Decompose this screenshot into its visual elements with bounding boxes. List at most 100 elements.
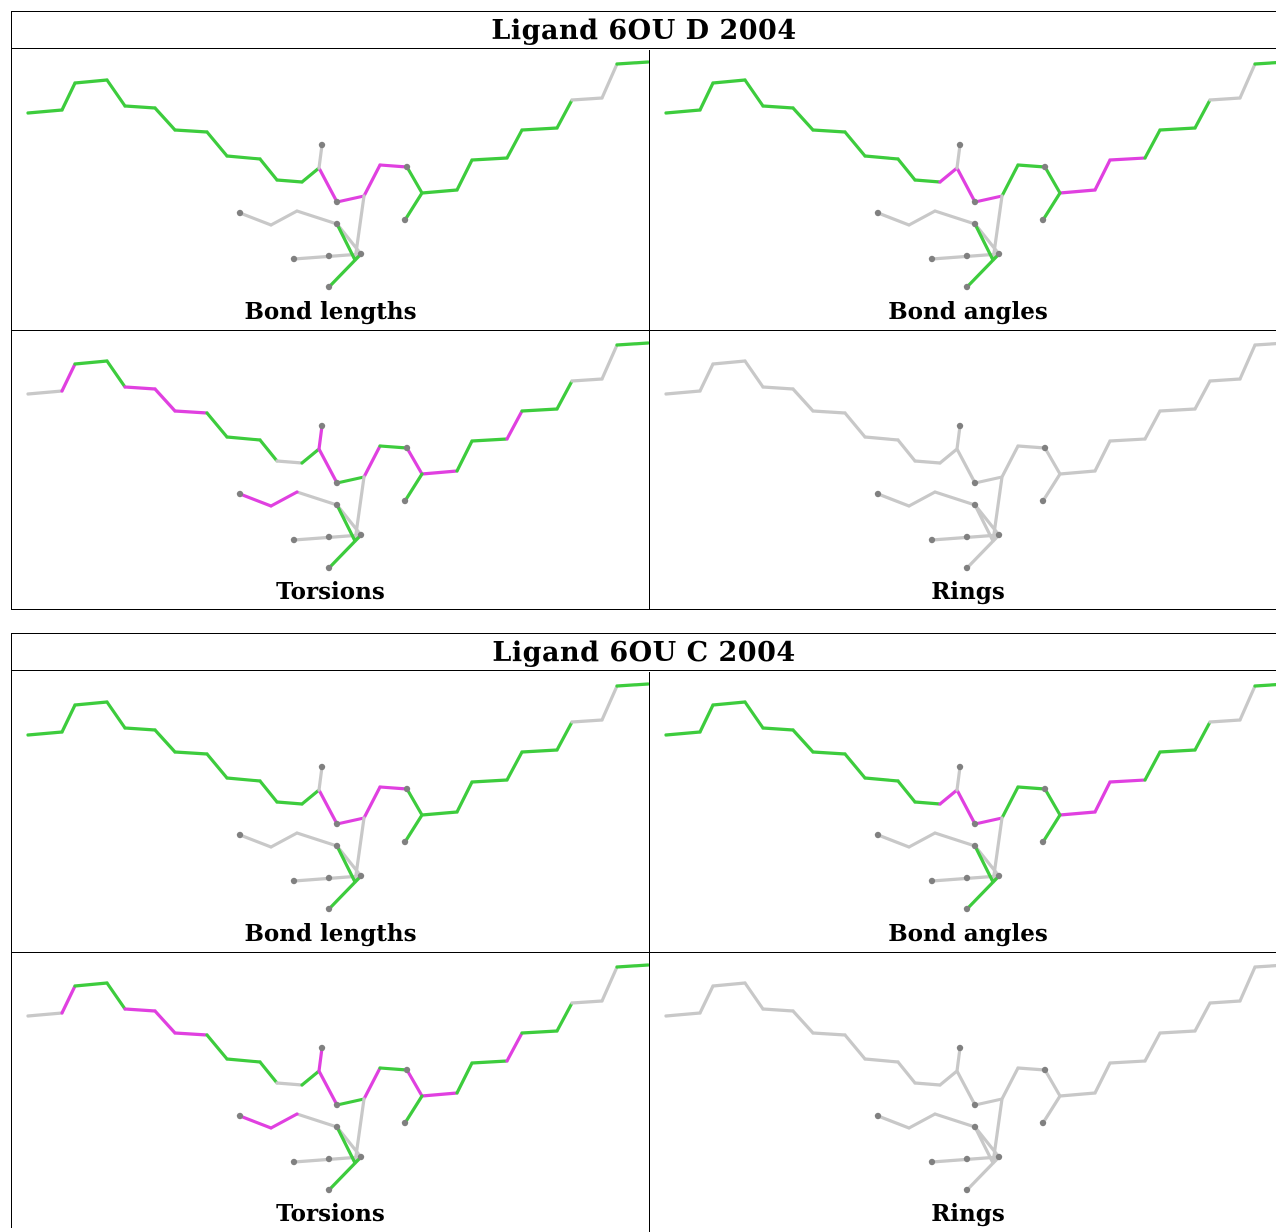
bond-line — [600, 684, 619, 722]
bond-line — [791, 387, 815, 413]
bond-line — [1193, 379, 1212, 411]
bond-line — [26, 730, 64, 737]
bond-line — [420, 469, 459, 476]
bond-line — [1238, 965, 1257, 1003]
bond-line — [761, 104, 795, 110]
panel-caption: Rings — [931, 1200, 1005, 1227]
bond-line — [362, 785, 382, 820]
bond-line — [1041, 191, 1062, 222]
bond-line — [955, 424, 962, 451]
bond-line — [896, 779, 917, 804]
atom-dot — [401, 838, 409, 846]
panel-caption: Bond angles — [888, 920, 1048, 947]
atom-dot — [403, 1066, 411, 1074]
bond-line — [863, 154, 900, 161]
bond-line — [955, 765, 962, 792]
molecule-diagram — [26, 341, 649, 572]
bond-line — [615, 682, 649, 688]
bond-line — [520, 126, 559, 132]
bond-line — [300, 788, 321, 806]
bond-line — [405, 787, 424, 817]
atom-dot — [971, 1123, 979, 1131]
molecule-diagram — [664, 342, 1276, 572]
atom-dot — [928, 1158, 936, 1166]
atom-dot — [928, 536, 936, 544]
bond-line — [973, 503, 995, 543]
molecule-diagram — [664, 964, 1276, 1194]
atom-dot — [318, 1044, 326, 1052]
atom-dot — [333, 820, 341, 828]
bond-line — [258, 438, 279, 463]
bond-line — [896, 438, 917, 463]
bond-line — [455, 439, 474, 473]
bond-line — [403, 472, 424, 503]
block-title: Ligand 6OU C 2004 — [12, 634, 1276, 671]
bond-line — [362, 1066, 382, 1101]
panel-bond-lengths: Bond lengths — [12, 50, 649, 330]
bond-line — [711, 981, 747, 988]
bond-line — [1016, 163, 1047, 169]
atom-dot — [928, 255, 936, 263]
atom-dot — [874, 1112, 882, 1120]
bond-line — [664, 730, 702, 737]
bond-line — [933, 831, 977, 848]
bond-line — [205, 1033, 229, 1061]
bond-line — [1208, 96, 1242, 102]
atom-dot — [290, 536, 298, 544]
bond-line — [973, 816, 1004, 826]
bond-line — [1000, 785, 1020, 820]
panel-caption: Bond lengths — [244, 298, 417, 325]
bond-line — [60, 703, 77, 734]
bond-line — [600, 343, 619, 381]
bond-line — [317, 788, 339, 826]
bond-line — [811, 1031, 847, 1037]
bond-line — [1193, 98, 1212, 130]
atom-dot — [971, 198, 979, 206]
bond-line — [913, 1081, 942, 1087]
atom-dot — [963, 283, 971, 291]
bond-line — [317, 447, 339, 485]
molecule-diagram — [26, 60, 649, 291]
bond-line — [269, 831, 299, 849]
bond-line — [238, 833, 273, 849]
bond-line — [73, 700, 109, 707]
bond-line — [1253, 964, 1276, 969]
atom-dot — [995, 250, 1003, 258]
bond-line — [405, 1068, 424, 1098]
bond-line — [711, 78, 747, 85]
bond-line — [455, 158, 474, 192]
bond-line — [269, 1112, 299, 1130]
bond-line — [26, 389, 64, 396]
bond-line — [973, 475, 1004, 485]
bond-line — [73, 359, 109, 366]
atom-dot — [971, 479, 979, 487]
bond-line — [225, 154, 262, 161]
bond-line — [1041, 1094, 1062, 1125]
bond-line — [335, 1125, 357, 1165]
bond-line — [907, 1112, 937, 1130]
bond-line — [955, 143, 962, 170]
atom-dot — [325, 283, 333, 291]
bond-line — [664, 389, 702, 396]
bond-line — [615, 963, 649, 969]
atom-dot — [357, 1153, 365, 1161]
bond-line — [317, 765, 324, 792]
atom-dot — [963, 1155, 971, 1163]
atom-dot — [325, 1155, 333, 1163]
bond-line — [933, 209, 977, 226]
atom-dot — [971, 820, 979, 828]
atom-dot — [357, 250, 365, 258]
bond-line — [300, 166, 321, 184]
bond-line — [913, 178, 942, 184]
bond-line — [955, 166, 977, 204]
bond-line — [761, 1007, 795, 1013]
bond-line — [405, 446, 424, 476]
bond-line — [907, 831, 937, 849]
bond-line — [1158, 126, 1197, 132]
atom-dot — [325, 564, 333, 572]
atom-dot — [956, 422, 964, 430]
atom-dot — [963, 533, 971, 541]
bond-line — [1193, 720, 1212, 752]
atom-dot — [874, 831, 882, 839]
bond-line — [1058, 1091, 1097, 1098]
